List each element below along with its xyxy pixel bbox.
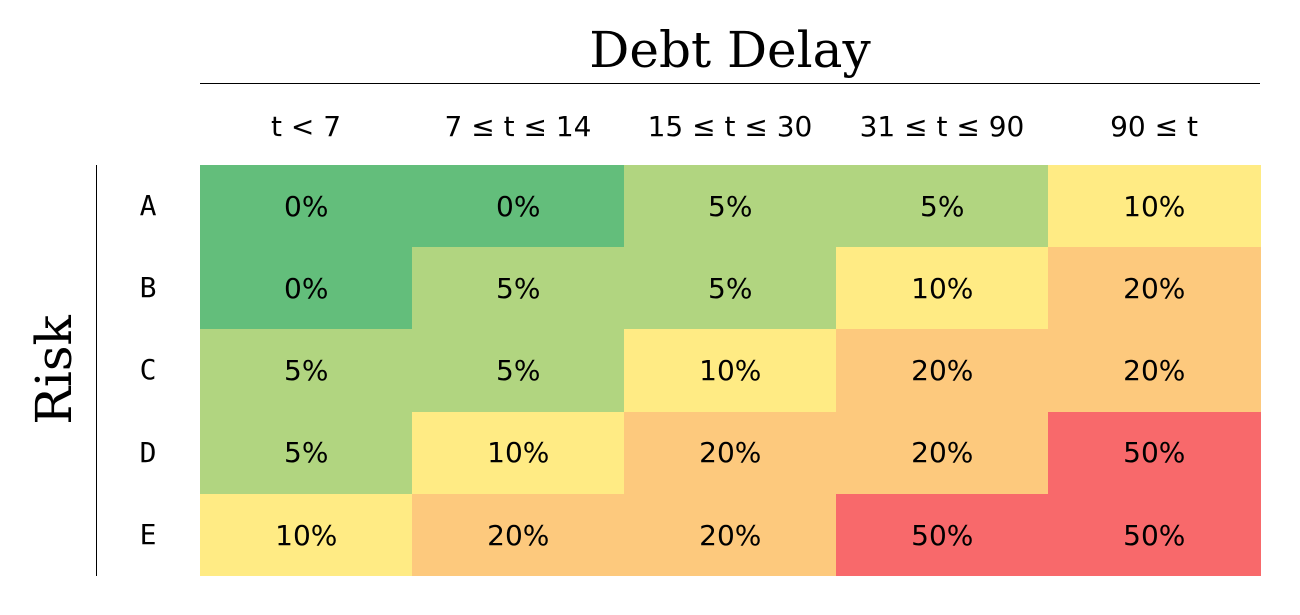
heatmap-cell: 20% <box>1048 247 1261 330</box>
y-axis-label: Risk <box>25 315 83 425</box>
heatmap-cell: 10% <box>624 329 837 413</box>
column-header: t < 7 <box>270 110 342 143</box>
heatmap-cell: 20% <box>624 411 837 495</box>
row-header: B <box>139 271 157 305</box>
heatmap-cell: 20% <box>412 493 625 577</box>
column-header: 90 ≤ t <box>1110 110 1198 143</box>
heatmap-cell: 20% <box>624 493 837 577</box>
column-header: 31 ≤ t ≤ 90 <box>859 110 1025 143</box>
heatmap-cell: 5% <box>624 165 837 248</box>
heatmap-cell: 5% <box>200 411 413 495</box>
heatmap-cell: 20% <box>1048 329 1261 413</box>
column-header: 7 ≤ t ≤ 14 <box>444 110 592 143</box>
heatmap-cell: 5% <box>412 247 625 330</box>
heatmap-cell: 5% <box>412 329 625 413</box>
title-underline <box>200 83 1260 84</box>
heatmap-cell: 0% <box>200 247 413 330</box>
heatmap-cell: 5% <box>836 165 1049 248</box>
chart-title: Debt Delay <box>589 21 871 79</box>
row-header: E <box>139 517 157 551</box>
heatmap-cell: 10% <box>1048 165 1261 248</box>
y-axis-rule <box>96 165 97 576</box>
heatmap-cell: 20% <box>836 329 1049 413</box>
heatmap-cell: 0% <box>412 165 625 248</box>
row-header: C <box>139 353 157 387</box>
heatmap-cell: 50% <box>1048 411 1261 495</box>
heatmap-cell: 5% <box>200 329 413 413</box>
heatmap-cell: 20% <box>836 411 1049 495</box>
row-header: D <box>139 435 157 469</box>
heatmap-cell: 10% <box>200 493 413 577</box>
heatmap-cell: 0% <box>200 165 413 248</box>
heatmap-cell: 5% <box>624 247 837 330</box>
heatmap-cell: 10% <box>412 411 625 495</box>
heatmap-cell: 10% <box>836 247 1049 330</box>
heatmap-cell: 50% <box>836 493 1049 577</box>
heatmap-cell: 50% <box>1048 493 1261 577</box>
column-header: 15 ≤ t ≤ 30 <box>647 110 813 143</box>
row-header: A <box>139 189 157 222</box>
